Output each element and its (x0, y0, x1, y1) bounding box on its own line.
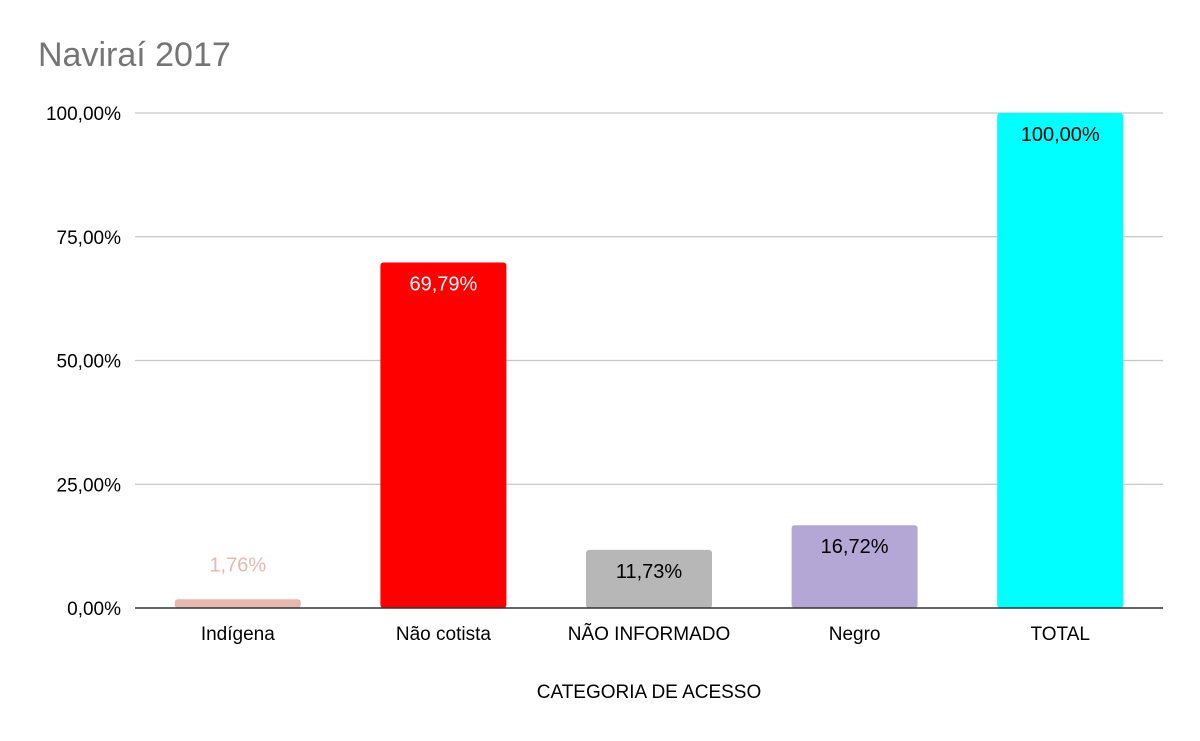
data-label: 11,73% (616, 561, 683, 583)
y-tick-label: 25,00% (57, 475, 122, 496)
data-label: 100,00% (1021, 124, 1100, 146)
category-label: TOTAL (1030, 624, 1089, 645)
x-axis-categories: Indígena Não cotista NÃO INFORMADO Negro TOT… (201, 623, 1090, 645)
chart-title: Naviraí 2017 (38, 36, 231, 74)
category-label: Indígena (201, 624, 275, 645)
data-label: 1,76% (209, 554, 266, 576)
bar (791, 525, 918, 608)
data-label: 69,79% (409, 274, 477, 296)
bar (174, 599, 301, 608)
bar (586, 549, 712, 608)
y-tick-label: 0,00% (67, 599, 121, 620)
gridlines (135, 112, 1163, 485)
y-axis-ticks: 0,00% 25,00% 50,00% 75,00% 100,00% (46, 104, 121, 620)
bars (174, 113, 1124, 608)
y-tick-label: 75,00% (57, 228, 122, 249)
bar (997, 113, 1124, 608)
data-labels: 1,76% 69,79% 11,73% 16,72% 100,00% (209, 124, 1099, 583)
category-label: Não cotista (396, 624, 491, 645)
y-tick-label: 100,00% (46, 104, 121, 125)
bar (380, 262, 507, 608)
category-label: Negro (829, 624, 881, 645)
y-tick-label: 50,00% (57, 352, 122, 373)
data-label: 16,72% (821, 536, 889, 558)
x-axis-title: CATEGORIA DE ACESSO (537, 682, 762, 703)
category-label: NÃO INFORMADO (568, 623, 731, 645)
